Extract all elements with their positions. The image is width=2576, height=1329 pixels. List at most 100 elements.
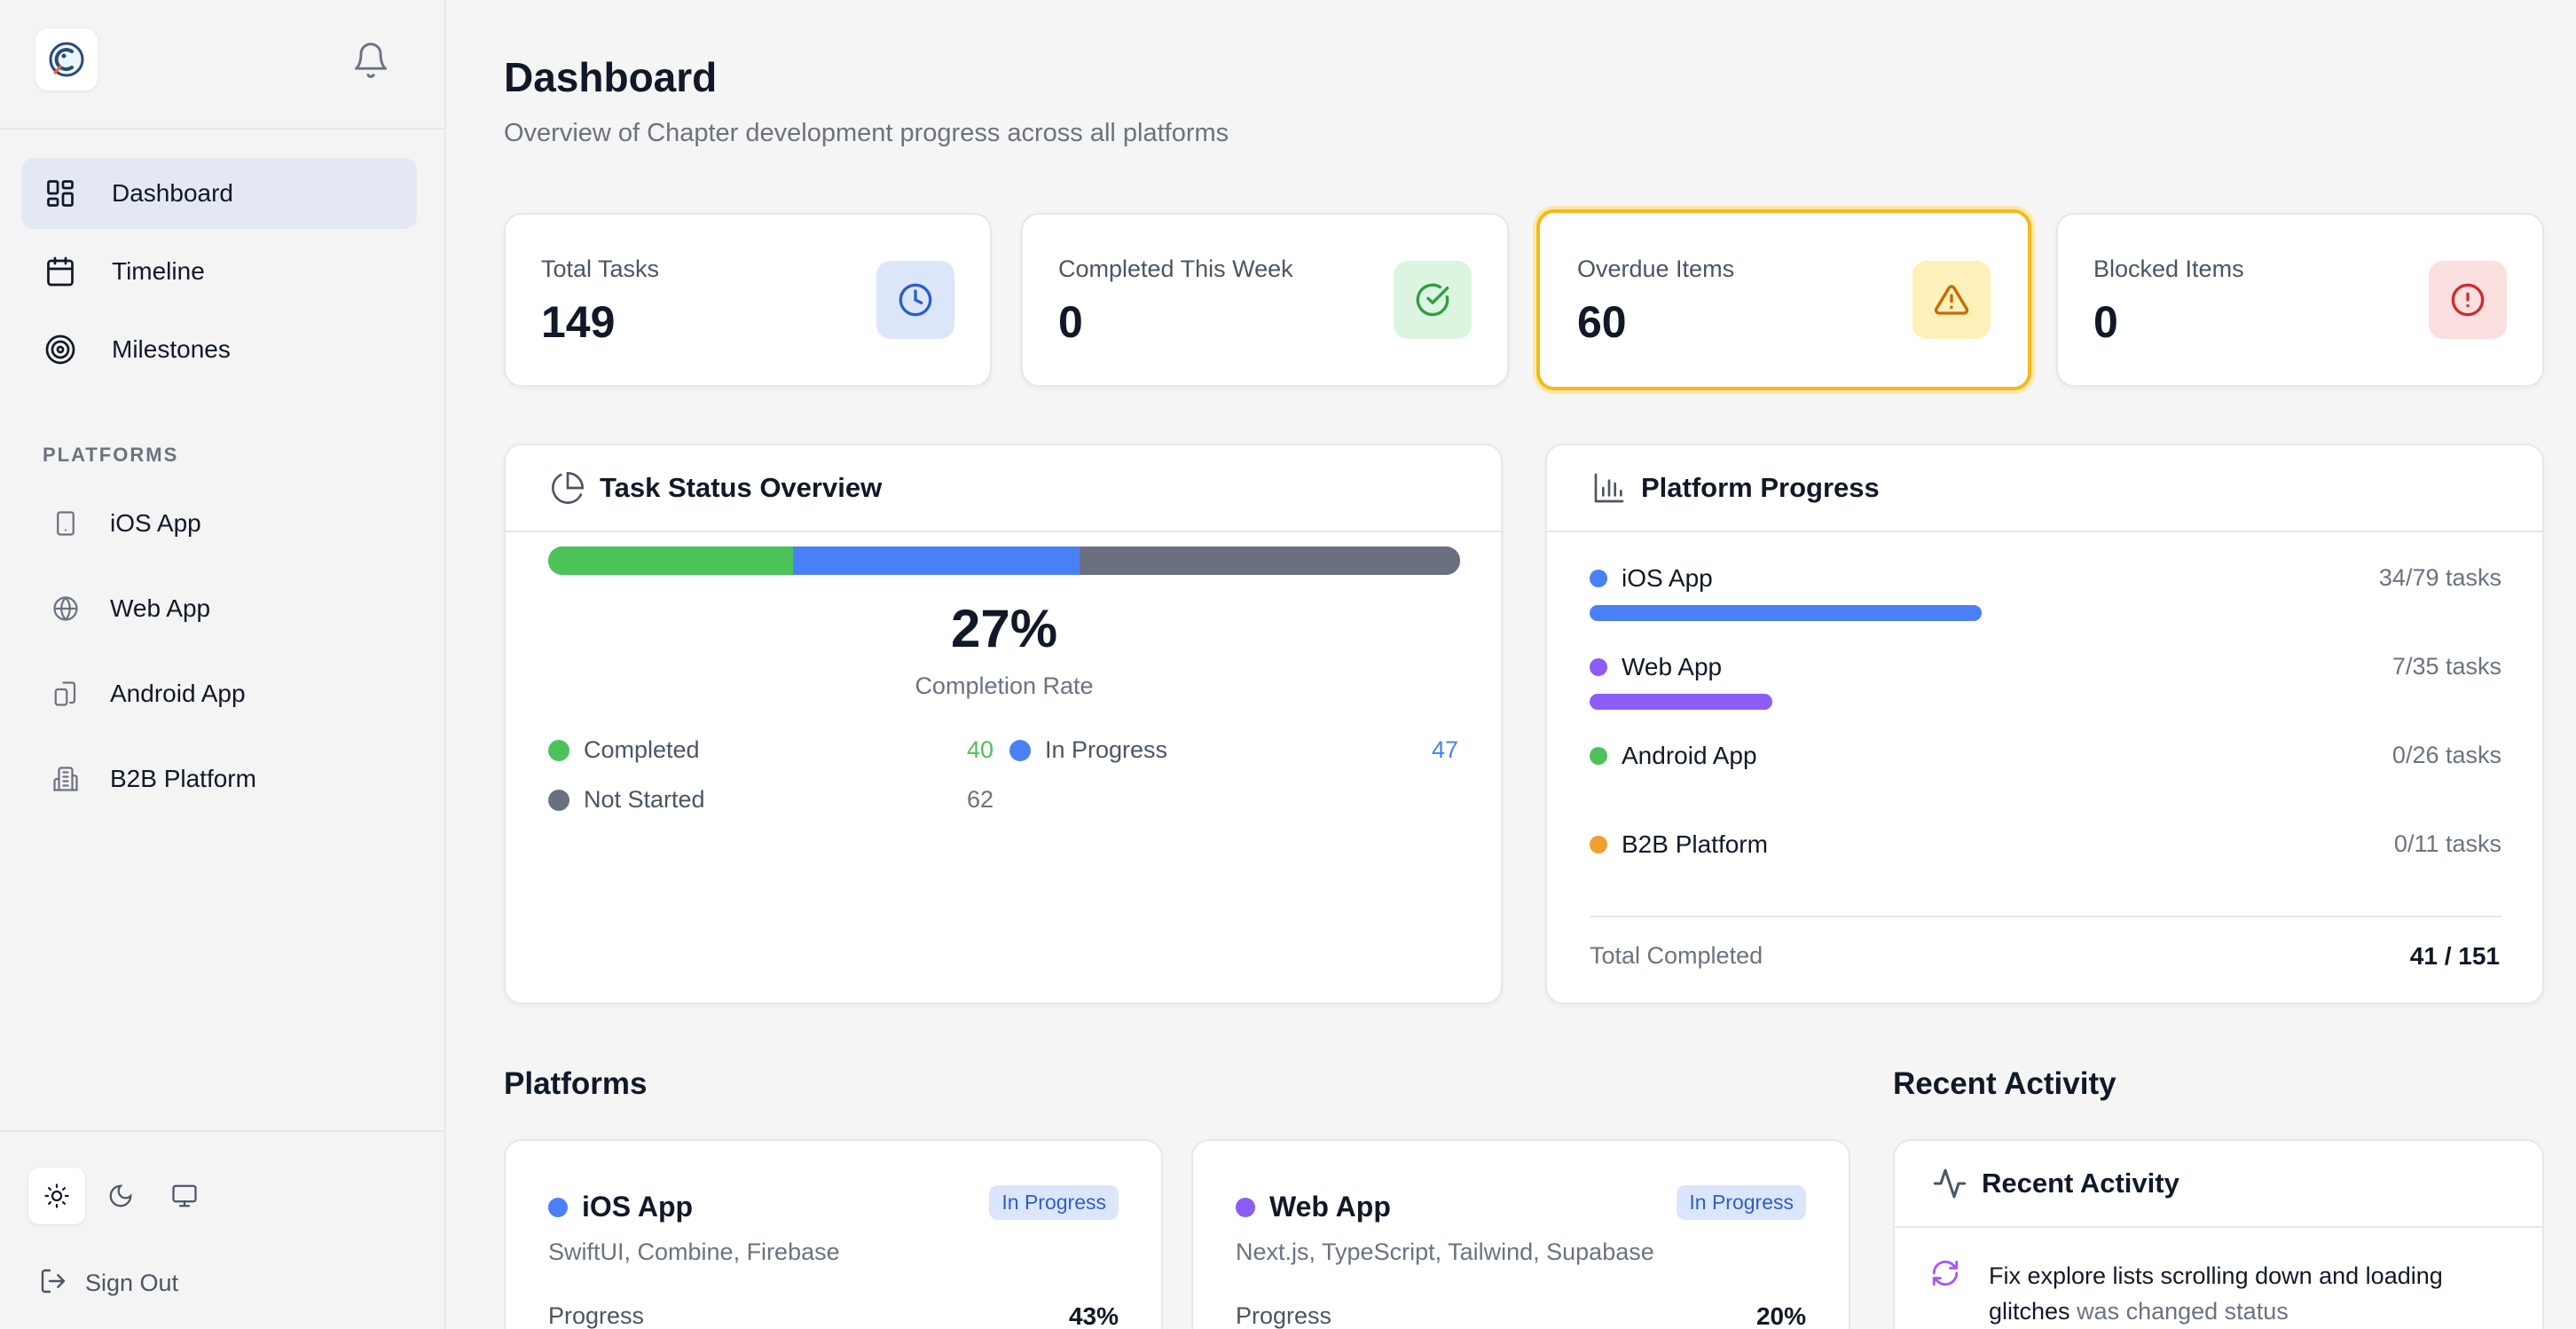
total-completed-value: 41 / 151 <box>2409 942 2500 970</box>
in-progress-segment <box>792 547 1080 575</box>
sidebar-item-android-app[interactable]: Android App <box>21 658 417 729</box>
warning-triangle-icon <box>1912 261 1991 339</box>
building-icon <box>50 763 82 795</box>
platform-card-web[interactable]: Web App In Progress Next.js, TypeScript,… <box>1191 1139 1850 1329</box>
card-header: Platform Progress <box>1547 445 2542 532</box>
tech-stack: Next.js, TypeScript, Tailwind, Supabase <box>1236 1239 1654 1265</box>
platform-count: 34/79 tasks <box>2378 564 2501 591</box>
recent-activity-card: Recent Activity Fix explore lists scroll… <box>1893 1139 2544 1329</box>
stat-card-blocked-items[interactable]: Blocked Items 0 <box>2056 213 2544 387</box>
main-nav: Dashboard Timeline Milestones <box>21 158 417 392</box>
moon-icon[interactable] <box>92 1168 149 1224</box>
platforms-section-label: PLATFORMS <box>43 444 179 466</box>
stat-label: Blocked Items <box>2093 256 2244 282</box>
total-completed-label: Total Completed <box>1590 942 1763 969</box>
sidebar-item-label: B2B Platform <box>110 765 256 792</box>
platform-progress-card: Platform Progress iOS App 34/79 tasks We… <box>1545 444 2544 1004</box>
completed-segment <box>548 547 793 575</box>
stat-label: Completed This Week <box>1058 256 1293 282</box>
bell-icon[interactable] <box>351 41 390 80</box>
stat-value: 0 <box>2093 297 2118 347</box>
platform-label: Android App <box>1622 742 1757 769</box>
purple-dot-icon <box>1590 658 1607 676</box>
nav-item-dashboard[interactable]: Dashboard <box>21 158 417 229</box>
activity-item[interactable]: Fix explore lists scrolling down and loa… <box>1930 1258 2521 1329</box>
card-title: Recent Activity <box>1982 1168 2179 1199</box>
task-status-card: Task Status Overview 27% Completion Rate… <box>504 444 1503 1004</box>
legend-label: Not Started <box>584 786 705 813</box>
platform-label: iOS App <box>1622 564 1713 592</box>
refresh-icon <box>1930 1258 1966 1294</box>
platform-name: B2B Platform <box>1590 830 2501 859</box>
monitor-icon[interactable] <box>156 1168 213 1224</box>
nav-item-milestones[interactable]: Milestones <box>21 314 417 385</box>
stat-card-total-tasks[interactable]: Total Tasks 149 <box>504 213 992 387</box>
legend-not-started: Not Started <box>548 786 705 814</box>
platform-card-title: Web App <box>1236 1191 1391 1223</box>
purple-dot-icon <box>1236 1197 1255 1217</box>
completion-rate-value: 27% <box>950 599 1058 658</box>
platform-card-ios[interactable]: iOS App In Progress SwiftUI, Combine, Fi… <box>504 1139 1163 1329</box>
card-header: Task Status Overview <box>506 445 1501 532</box>
platform-name: Android App <box>1590 742 2501 770</box>
card-title: Platform Progress <box>1641 472 1880 503</box>
platform-name: iOS App <box>1590 564 2501 593</box>
green-dot-icon <box>548 739 569 761</box>
progress-value: 20% <box>1755 1302 1806 1329</box>
progress-label: Progress <box>1236 1302 1332 1329</box>
stat-value: 0 <box>1058 297 1083 347</box>
tablet-smartphone-icon <box>50 678 82 710</box>
gray-dot-icon <box>548 789 569 811</box>
sidebar-item-label: Web App <box>110 594 211 622</box>
status-badge: In Progress <box>1677 1185 1806 1220</box>
blue-dot-icon <box>1590 570 1607 587</box>
calendar-icon <box>43 254 78 289</box>
not-started-segment <box>1080 547 1460 575</box>
progress-label: Progress <box>548 1302 645 1329</box>
sidebar-item-b2b-platform[interactable]: B2B Platform <box>21 743 417 814</box>
platform-name: Web App <box>1590 653 2501 681</box>
nav-label: Timeline <box>112 257 205 285</box>
platform-progress-row-b2b: B2B Platform 0/11 tasks <box>1590 830 2501 859</box>
sign-out-button[interactable]: Sign Out <box>39 1267 178 1299</box>
stat-card-completed-this-week[interactable]: Completed This Week 0 <box>1021 213 1509 387</box>
platform-count: 0/11 tasks <box>2393 830 2501 857</box>
progress-bar <box>1590 605 1983 621</box>
divider <box>1590 916 2501 917</box>
blue-dot-icon <box>1009 739 1031 761</box>
sidebar-item-label: iOS App <box>110 509 201 537</box>
stat-label: Overdue Items <box>1577 256 1735 282</box>
card-title: Task Status Overview <box>600 472 883 503</box>
app-logo[interactable] <box>35 28 98 90</box>
nav-item-timeline[interactable]: Timeline <box>21 236 417 307</box>
orange-dot-icon <box>1590 836 1607 853</box>
platform-progress-row-ios: iOS App 34/79 tasks <box>1590 564 2501 621</box>
clock-icon <box>876 261 954 339</box>
globe-icon <box>50 593 82 625</box>
activity-suffix: was changed status <box>2077 1298 2289 1325</box>
card-header: Recent Activity <box>1895 1141 2542 1228</box>
sun-icon[interactable] <box>28 1168 85 1224</box>
page-subtitle: Overview of Chapter development progress… <box>504 119 1229 147</box>
smartphone-icon <box>50 507 82 539</box>
platform-label: Web App <box>1622 653 1723 680</box>
stat-card-overdue-items[interactable]: Overdue Items 60 <box>1536 209 2031 390</box>
platform-count: 0/26 tasks <box>2391 742 2501 768</box>
sidebar-item-ios-app[interactable]: iOS App <box>21 488 417 559</box>
sidebar-item-label: Android App <box>110 680 246 707</box>
legend-value: 62 <box>967 786 994 813</box>
dashboard-grid-icon <box>43 176 78 211</box>
stat-value: 60 <box>1577 297 1627 347</box>
log-out-icon <box>39 1267 71 1299</box>
alert-circle-icon <box>2429 261 2507 339</box>
sidebar-item-web-app[interactable]: Web App <box>21 573 417 644</box>
green-dot-icon <box>1590 747 1607 765</box>
legend-label: In Progress <box>1045 736 1168 763</box>
platform-progress-row-android: Android App 0/26 tasks <box>1590 742 2501 770</box>
stat-label: Total Tasks <box>541 256 660 282</box>
activity-pulse-icon <box>1930 1164 1969 1203</box>
legend-value: 40 <box>967 736 994 763</box>
sidebar-footer: Sign Out <box>0 1130 446 1329</box>
legend-in-progress: In Progress <box>1009 736 1167 764</box>
bird-logo-icon <box>49 42 84 77</box>
